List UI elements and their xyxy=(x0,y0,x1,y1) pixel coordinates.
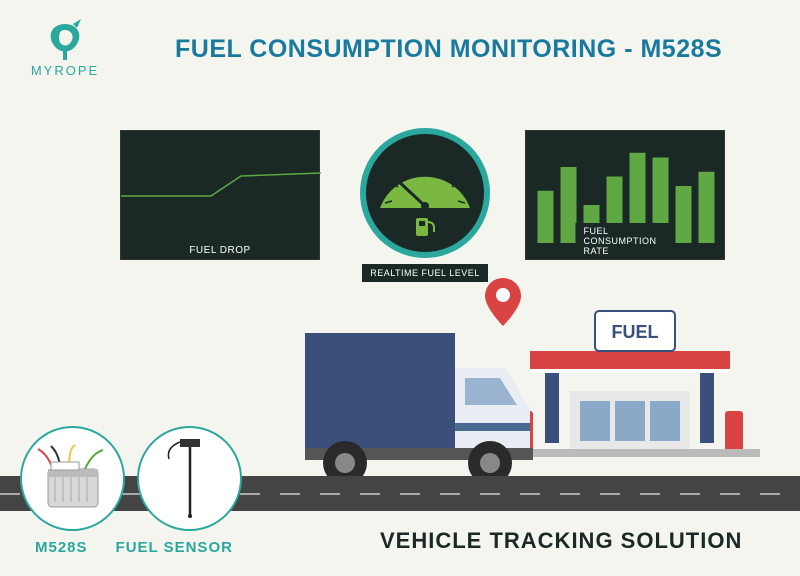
fuel-drop-panel: FUEL DROP xyxy=(120,130,320,260)
brand-logo: MYROPE xyxy=(20,16,110,78)
page-title: FUEL CONSUMPTION MONITORING - M528S xyxy=(175,35,722,64)
svg-text:FUEL: FUEL xyxy=(612,322,659,342)
footer-title: VEHICLE TRACKING SOLUTION xyxy=(380,528,742,554)
fuel-drop-label: FUEL DROP xyxy=(177,242,262,259)
location-pin-icon xyxy=(485,278,521,326)
bars-label: FUEL CONSUMPTION RATE xyxy=(576,223,675,259)
truck-icon xyxy=(305,323,540,488)
gauge-label: REALTIME FUEL LEVEL xyxy=(362,264,488,282)
product-labels: M528S FUEL SENSOR xyxy=(35,539,233,556)
gps-device-icon xyxy=(33,444,113,514)
product-sensor xyxy=(137,426,242,531)
gauge-panel: REALTIME FUEL LEVEL xyxy=(355,128,495,282)
m528s-label: M528S xyxy=(35,539,88,556)
gauge-icon xyxy=(360,128,490,258)
bars-panel: FUEL CONSUMPTION RATE xyxy=(525,130,725,260)
product-m528s xyxy=(20,426,125,531)
sensor-label: FUEL SENSOR xyxy=(116,539,233,556)
brand-name: MYROPE xyxy=(20,63,110,78)
product-row xyxy=(20,426,242,531)
fuel-sensor-icon xyxy=(155,434,225,524)
